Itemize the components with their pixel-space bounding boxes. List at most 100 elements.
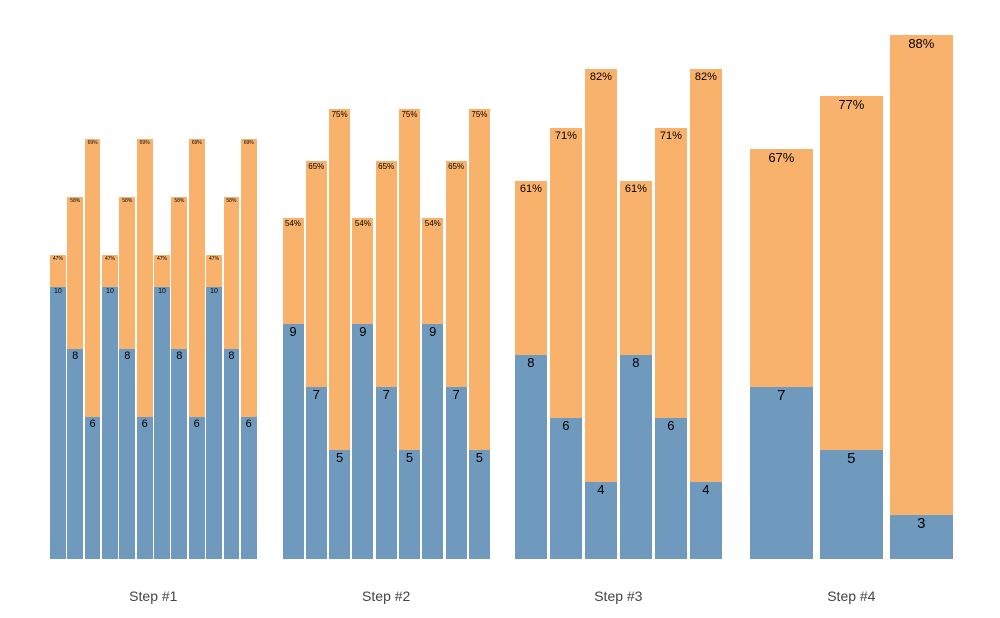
percent-label: 58% [174,198,185,204]
bar-segment-bottom: 8 [223,349,240,559]
bar-segment-top: 54% [422,218,444,324]
bar: 69% 6 [84,139,101,559]
bar: 77% 5 [820,96,883,559]
value-label: 5 [847,450,856,467]
percent-label: 47% [209,256,220,262]
percent-label: 69% [191,140,202,146]
bar-segment-bottom: 10 [50,287,66,559]
percent-label: 47% [104,256,115,262]
step-group-label: Step #3 [594,588,643,604]
percent-label: 58% [226,198,237,204]
bar-segment-bottom: 8 [515,355,547,559]
bar-segment-top: 71% [550,128,582,418]
step-group-label: Step #1 [129,588,178,604]
bar: 47% 10 [102,255,118,559]
bar-segment-bottom: 7 [305,387,327,559]
bar: 65% 7 [305,161,327,559]
percent-label: 75% [331,110,348,119]
percent-label: 58% [70,198,81,204]
value-label: 6 [562,418,570,433]
bar-segment-bottom: 9 [282,324,304,559]
percent-label: 69% [87,140,98,146]
percent-label: 47% [156,256,167,262]
bar-segment-top: 88% [890,35,953,515]
bar-segment-bottom: 10 [102,287,118,559]
value-label: 9 [359,324,367,339]
value-label: 7 [382,387,390,402]
bar: 65% 7 [375,161,397,559]
bar-segment-bottom: 8 [119,349,136,559]
percent-label: 75% [401,110,418,119]
bar-segment-top: 69% [188,139,205,417]
bar-segment-top: 75% [468,109,490,450]
bar-segment-top: 82% [585,69,617,482]
value-label: 8 [228,350,235,362]
bar-segment-bottom: 9 [422,324,444,559]
bar-segment-top: 77% [820,96,883,450]
percent-label: 75% [471,110,488,119]
bar-segment-bottom: 6 [550,418,582,559]
step-group-label: Step #2 [362,588,411,604]
bar: 75% 5 [399,109,420,559]
value-label: 8 [527,355,535,370]
bar: 58% 8 [223,197,240,559]
bar-segment-top: 54% [352,218,374,324]
bar-segment-bottom: 9 [352,324,374,559]
bar-segment-top: 75% [329,109,351,450]
bar-segment-top: 75% [399,109,420,450]
value-label: 6 [89,418,96,430]
value-label: 9 [289,324,297,339]
bar: 47% 10 [154,255,170,559]
bar-segment-top: 47% [102,255,118,287]
bar: 88% 3 [890,35,953,559]
percent-label: 61% [624,183,647,195]
value-label: 6 [245,418,252,430]
percent-label: 71% [554,130,577,142]
bar: 82% 4 [690,69,722,559]
bar: 54% 9 [282,218,304,559]
bar-segment-bottom: 5 [468,450,490,559]
bar-segment-top: 54% [282,218,304,324]
bar-segment-top: 47% [154,255,170,287]
value-label: 6 [667,418,675,433]
percent-label: 61% [519,183,542,195]
value-label: 3 [917,515,926,532]
bar-segment-bottom: 10 [206,287,222,559]
bar: 67% 7 [750,149,813,559]
value-label: 4 [597,482,605,497]
bar: 61% 8 [620,181,652,559]
value-label: 10 [106,288,114,295]
percent-label: 54% [424,219,441,228]
bar-segment-top: 58% [67,197,84,349]
bar-segment-top: 58% [119,197,136,349]
bar: 71% 6 [655,128,687,559]
value-label: 8 [632,355,640,370]
percent-label: 54% [284,219,301,228]
value-label: 5 [475,450,483,465]
value-label: 6 [141,418,148,430]
bar: 71% 6 [550,128,582,559]
bar-segment-bottom: 4 [585,482,617,559]
bar: 75% 5 [468,109,490,559]
percent-label: 54% [354,219,371,228]
percent-label: 82% [694,71,717,83]
bar: 65% 7 [445,161,467,559]
bar-segment-bottom: 6 [655,418,687,559]
percent-label: 65% [308,162,325,171]
bar-segment-top: 65% [305,161,327,387]
percent-label: 69% [139,140,150,146]
bar-segment-bottom: 5 [820,450,883,559]
value-label: 5 [405,450,414,465]
bar-segment-top: 71% [655,128,687,418]
percent-label: 82% [589,71,612,83]
value-label: 4 [702,482,710,497]
percent-label: 67% [768,150,795,165]
value-label: 10 [210,288,218,295]
bar-segment-top: 61% [515,181,547,355]
percent-label: 65% [378,162,395,171]
bar: 47% 10 [50,255,66,559]
bar-segment-bottom: 8 [620,355,652,559]
bar-segment-top: 47% [206,255,222,287]
bar-segment-bottom: 4 [690,482,722,559]
